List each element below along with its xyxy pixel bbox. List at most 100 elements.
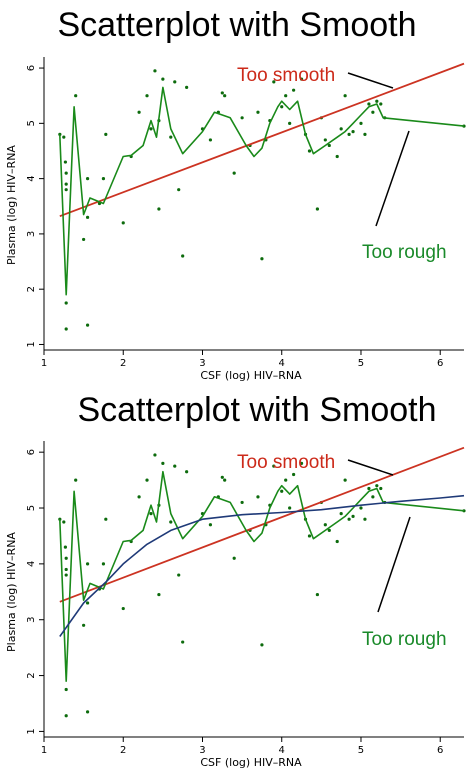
- chart-1-y-tick-label: 2: [26, 286, 37, 292]
- chart-1-data-point: [315, 207, 319, 211]
- chart-1-x-tick-label: 3: [199, 358, 205, 369]
- chart-1-x-tick-label: 1: [41, 358, 47, 369]
- chart-2-plot: 1 2 3 4 5 6 1 2 3 4 5 6: [26, 441, 466, 756]
- chart-1-too-rough-pointer: [375, 130, 410, 227]
- chart-2-data-point: [101, 562, 106, 566]
- chart-1-data-point: [379, 102, 383, 106]
- chart-1-data-point: [323, 138, 327, 142]
- chart-1-y-tick-label: 1: [26, 341, 37, 347]
- chart-1-data-point: [288, 121, 292, 125]
- chart-2-annotation-too-rough: Too rough: [362, 629, 447, 650]
- chart-1-data-point: [359, 121, 363, 125]
- chart-1-data-point: [121, 221, 125, 225]
- chart-1-title: Scatterplot with Smooth: [57, 6, 416, 44]
- chart-2-data-point: [145, 478, 149, 482]
- chart-2-annotation-too-smooth: Too smooth: [237, 452, 335, 473]
- chart-1-data-point: [185, 85, 189, 90]
- chart-2-data-point: [74, 478, 78, 482]
- chart-2-data-point: [307, 534, 312, 538]
- chart-1-annotation-too-rough: Too rough: [362, 242, 447, 263]
- chart-1-data-point: [292, 88, 296, 92]
- chart-2-x-tick-label: 4: [279, 745, 285, 756]
- chart-1-x-tick-label: 6: [437, 358, 443, 369]
- chart-2-data-point: [62, 520, 66, 524]
- chart-1-data-point: [64, 188, 68, 192]
- chart-2-data-point: [379, 486, 383, 491]
- chart-1-data-point: [335, 154, 339, 159]
- chart-2-data-point: [299, 461, 304, 465]
- chart-1-x-tick-label: 5: [358, 358, 364, 369]
- chart-2-data-point: [82, 623, 86, 627]
- chart-1-data-point: [64, 301, 68, 305]
- chart-2-data-point: [339, 512, 343, 516]
- chart-2-y-tick-label: 1: [26, 728, 37, 734]
- chart-1-data-point: [82, 237, 86, 242]
- chart-2-data-point: [315, 592, 319, 597]
- chart-2-data-point: [64, 573, 68, 577]
- chart-1-data-point: [223, 94, 227, 98]
- chart-2-y-tick-label: 6: [26, 449, 37, 455]
- chart-2-data-point: [363, 517, 367, 521]
- chart-2-x-tick-label: 1: [41, 745, 47, 756]
- chart-2-data-point: [327, 528, 331, 532]
- chart-1-data-point: [327, 143, 331, 148]
- chart-2-y-axis-label: Plasma (log) HIV–RNA: [5, 532, 18, 652]
- chart-1-x-axis-label: CSF (log) HIV–RNA: [200, 369, 302, 382]
- chart-1-data-point: [343, 94, 347, 98]
- chart-2-data-point: [104, 517, 108, 521]
- chart-2-data-point: [85, 601, 90, 605]
- chart-2-data-point: [359, 506, 363, 510]
- chart-1-data-point: [64, 171, 68, 175]
- chart-2-data-point: [292, 472, 296, 477]
- chart-2-data-point: [173, 464, 177, 468]
- chart-2-data-point: [240, 500, 244, 505]
- chart-1-y-tick-label: 3: [26, 231, 37, 237]
- chart-1-data-point: [177, 188, 181, 192]
- chart-1-data-point: [339, 127, 343, 131]
- chart-2-data-point: [335, 539, 339, 544]
- chart-2-data-point: [232, 556, 236, 560]
- chart-1-data-point: [284, 94, 288, 98]
- chart-1-data-point: [153, 69, 157, 73]
- chart-1-data-point: [371, 110, 375, 114]
- chart-2-data-point: [347, 517, 351, 521]
- chart-1-too-smooth-pointer: [347, 72, 394, 89]
- chart-2-data-point: [149, 512, 153, 516]
- chart-1-data-point: [63, 160, 67, 164]
- chart-2-y-tick-label: 3: [26, 617, 37, 623]
- chart-1-data-point: [64, 327, 68, 331]
- chart-1-data-point: [85, 177, 90, 181]
- chart-1-data-point: [375, 99, 379, 103]
- chart-2-x-tick-label: 6: [437, 745, 443, 756]
- chart-2-data-point: [177, 573, 181, 577]
- chart-1-data-point: [173, 80, 177, 84]
- chart-1-data-point: [157, 207, 161, 211]
- chart-2-data-point: [64, 687, 68, 692]
- chart-1-data-point: [280, 105, 284, 109]
- chart-2-data-point: [343, 478, 347, 482]
- chart-1-y-tick-label: 6: [26, 65, 37, 71]
- chart-2-data-point: [280, 489, 284, 493]
- chart-2-too-smooth-pointer: [347, 459, 394, 476]
- chart-2-data-point: [272, 464, 276, 468]
- chart-2-data-point: [121, 606, 125, 611]
- chart-2-data-point: [256, 495, 260, 499]
- chart-2-data-point: [63, 545, 67, 549]
- chart-2-data-point: [260, 643, 264, 647]
- chart-2-data-point: [85, 710, 90, 714]
- chart-1-data-point: [363, 132, 367, 136]
- chart-2-y-tick-label: 2: [26, 672, 37, 678]
- chart-2-data-point: [323, 523, 327, 527]
- chart-2-lowess-fit-line: [59, 494, 465, 637]
- chart-1-linear-fit-line: [59, 62, 465, 218]
- chart-1-data-point: [64, 182, 68, 186]
- chart-2-data-point: [157, 592, 161, 597]
- chart-2-x-axis-label: CSF (log) HIV–RNA: [200, 756, 302, 769]
- chart-1-data-point: [62, 135, 66, 139]
- chart-1-y-axis-label: Plasma (log) HIV–RNA: [5, 145, 18, 265]
- chart-2-data-point: [375, 484, 379, 488]
- chart-2-too-rough-pointer: [377, 516, 411, 613]
- chart-2-data-point: [181, 640, 185, 644]
- chart-1-data-point: [74, 94, 78, 98]
